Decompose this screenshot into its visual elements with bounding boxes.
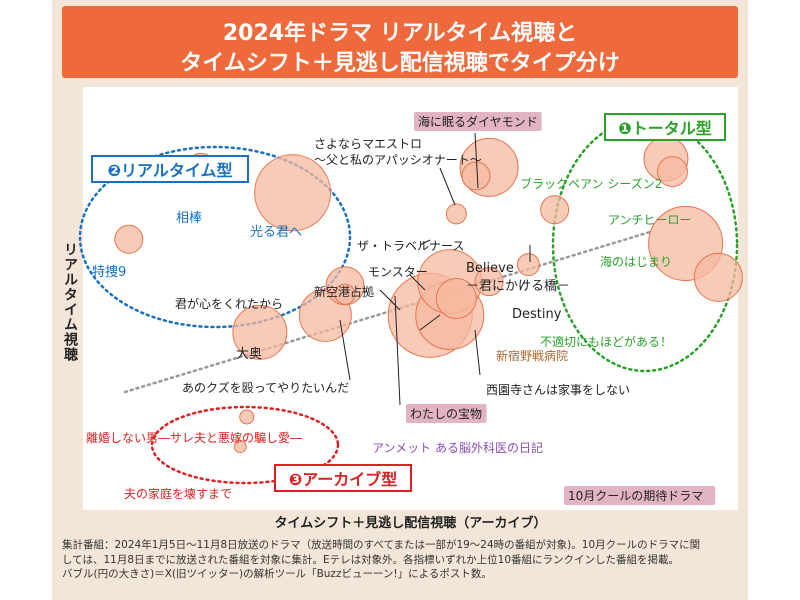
data-label-17: 離婚しない男―サレ夫と悪嫁の騙し愛―: [86, 430, 302, 445]
leader-line-9: [519, 279, 526, 291]
title-banner: 2024年ドラマ リアルタイム視聴と タイムシフト＋見逃し配信視聴でタイプ分け: [62, 6, 738, 78]
footnote: 集計番組：2024年1月5日～11月8日放送のドラマ（放送時間のすべてまたは一部…: [62, 538, 742, 582]
bubble-1: [254, 154, 332, 232]
data-label-13: ブラックペアン シーズン2: [520, 176, 662, 191]
data-label-11: 新宿野戦病院: [496, 348, 568, 363]
y-axis-label: リアルタイム視聴: [62, 242, 78, 362]
footnote-line-1: 集計番組：2024年1月5日～11月8日放送のドラマ（放送時間のすべてまたは一部…: [62, 539, 701, 551]
bubble-15: [474, 267, 504, 297]
archive-group-ellipse: [150, 405, 340, 485]
legend-box-label: 10月クールの期待ドラマ: [568, 489, 703, 503]
data-label-10: Destiny: [512, 307, 562, 322]
realtime-group-label: ❷リアルタイム型: [107, 161, 232, 180]
archive-label-box: [274, 464, 412, 492]
bubble-20: [445, 203, 467, 225]
data-label-believe-2: －君にかける橋－: [466, 279, 570, 294]
trend-line: [123, 230, 652, 394]
data-label-umi: 海に眠るダイヤモンド: [418, 114, 538, 129]
data-label-14: アンチヒーロー: [608, 213, 692, 227]
data-label-2: 光る君へ: [250, 225, 302, 240]
data-label-sayonara-1: さよならマエストロ: [314, 137, 422, 151]
data-label-0: 特捜9: [92, 265, 126, 280]
data-label-12: アンメット ある脳外科医の日記: [372, 440, 543, 455]
leader-line-0: [474, 132, 479, 189]
realtime-label-box: [91, 155, 249, 183]
data-label-3: 大奥: [236, 347, 262, 362]
leader-line-3: [409, 274, 426, 291]
footnote-line-3: バブル(円の大きさ)＝X(旧ツイッター)の解析ツール「Buzzビューーン!」によ…: [62, 568, 492, 580]
bubble-19: [334, 283, 356, 305]
total-label-box: [604, 113, 726, 141]
data-label-6: あのクズを殴ってやりたいんだ: [182, 380, 349, 395]
bubble-22: [233, 440, 247, 454]
footnote-line-2: しては、11月8日までに放送された番組を対象に集計。Eテレは対象外。各指標いずれ…: [62, 553, 680, 566]
data-label-takaramono-box: [406, 404, 487, 423]
title-line-1: 2024年ドラマ リアルタイム視聴と: [222, 21, 578, 46]
bubble-12: [657, 156, 688, 188]
data-label-15: 海のはじまり: [600, 254, 672, 269]
x-axis-label: タイムシフト＋見逃し配信視聴（アーカイブ）: [274, 516, 547, 531]
data-label-4: 君が心をくれたから: [175, 296, 283, 311]
bubble-21: [239, 409, 255, 425]
leader-line-7: [419, 314, 441, 331]
leader-line-2: [419, 239, 431, 246]
data-label-16: 不適切にもほどがある！: [540, 334, 672, 349]
leader-line-4: [379, 289, 401, 311]
total-group-label: ❶トータル型: [618, 119, 712, 138]
data-label-umi-box: [414, 112, 542, 131]
data-label-9: 西園寺さんは家事をしない: [486, 382, 630, 397]
leader-line-8: [474, 329, 481, 376]
bubble-6: [232, 304, 288, 360]
title-line-2: タイムシフト＋見逃し配信視聴でタイプ分け: [180, 51, 620, 76]
data-label-7: モンスター: [368, 265, 428, 279]
bubble-17: [540, 195, 570, 225]
bubble-18: [516, 253, 540, 277]
realtime-group-ellipse: [78, 145, 352, 329]
bubble-13: [114, 224, 144, 254]
archive-group-label: ❸アーカイブ型: [289, 470, 398, 489]
bubble-8: [693, 252, 743, 302]
data-label-believe-1: Believe: [466, 261, 514, 276]
legend-box-label-box: [564, 486, 716, 505]
bubble-16: [461, 161, 491, 191]
data-label-takaramono: わたしの宝物: [410, 407, 482, 421]
data-label-8: ザ・トラベルナース: [357, 239, 464, 253]
data-label-18: 夫の家庭を壊すまで: [124, 486, 232, 501]
bubble-10: [435, 278, 477, 319]
data-label-sayonara-2: ～父と私のアパッシオナート～: [314, 153, 482, 167]
leader-line-1: [439, 167, 456, 206]
data-label-1: 相棒: [176, 211, 202, 226]
leader-line-6: [339, 319, 351, 381]
leader-line-5: [394, 295, 401, 406]
data-label-5: 新空港占拠: [314, 284, 374, 299]
